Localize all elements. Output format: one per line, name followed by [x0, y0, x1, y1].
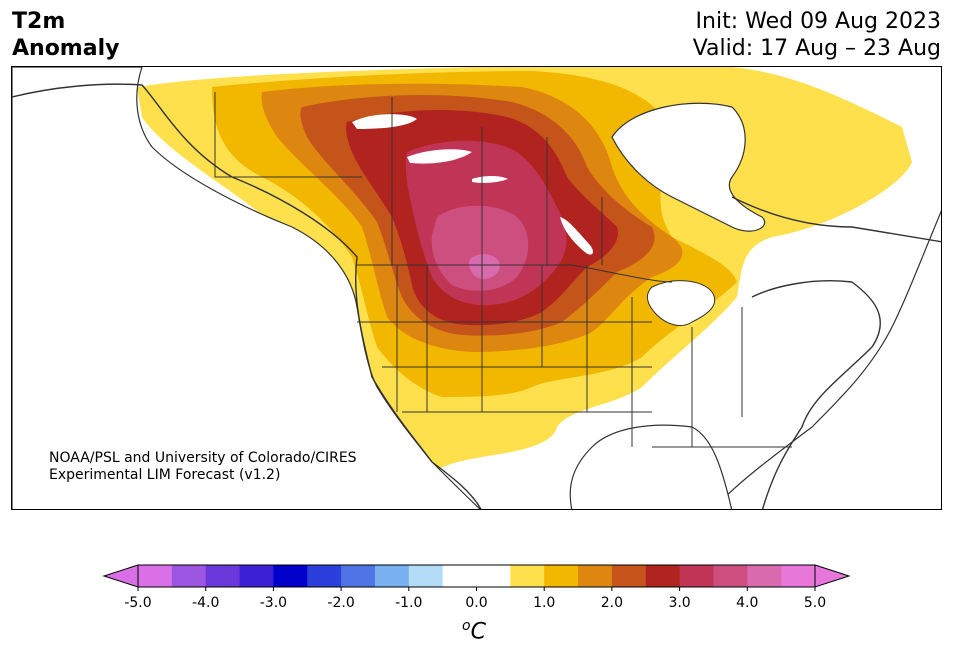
colorbar-tick-label: -1.0	[395, 595, 422, 611]
colorbar-tick-label: -4.0	[192, 595, 219, 611]
colorbar-swatch	[138, 565, 173, 587]
colorbar-swatch	[747, 565, 782, 587]
colorbar-swatch	[408, 565, 444, 587]
colorbar-swatch	[307, 565, 342, 587]
colorbar-tick-label: 0.0	[465, 595, 487, 611]
colorbar-tick-label: 3.0	[668, 595, 690, 611]
colorbar-swatch	[578, 565, 613, 587]
colorbar-tick-label: 2.0	[601, 595, 623, 611]
colorbar-tick-label: 4.0	[736, 595, 758, 611]
valid-range: Valid: 17 Aug – 23 Aug	[692, 36, 941, 61]
athabasca-lake	[472, 176, 508, 183]
colorbar-swatch	[544, 565, 579, 587]
great-bear-lake	[352, 114, 417, 129]
unit-letter: C	[470, 619, 486, 645]
init-date: Init: Wed 09 Aug 2023	[695, 9, 941, 34]
anomaly-map	[11, 66, 942, 510]
great-lakes	[646, 280, 715, 326]
colorbar-ticks: -5.0 -4.0 -3.0 -2.0 -1.0 0.0 1.0 2.0 3.0 4.0 5.0	[124, 587, 826, 611]
lake-winnipeg	[560, 217, 593, 255]
colorbar-swatch	[273, 565, 308, 587]
political-boundaries	[214, 92, 792, 448]
colorbar-swatch	[781, 565, 816, 587]
colorbar-swatch	[476, 565, 511, 587]
colorbar-tick-label: 5.0	[804, 595, 826, 611]
credit-line-1: NOAA/PSL and University of Colorado/CIRE…	[49, 450, 357, 466]
colorbar-swatch	[679, 565, 714, 587]
colorbar-swatch	[341, 565, 376, 587]
colorbar-unit: oC	[462, 618, 486, 644]
contour-level-8	[469, 254, 500, 279]
colorbar-tick-label: -5.0	[124, 595, 151, 611]
map-svg	[12, 67, 941, 509]
colorbar-swatch	[442, 565, 477, 587]
colorbar-boxes	[102, 564, 851, 588]
colorbar-swatch	[171, 565, 207, 587]
map-title: T2m Anomaly	[12, 8, 119, 62]
contour-level-7	[431, 205, 529, 291]
title-line-1: T2m	[12, 9, 66, 34]
colorbar-tick-label: -3.0	[260, 595, 287, 611]
colorbar: -5.0 -4.0 -3.0 -2.0 -1.0 0.0 1.0 2.0 3.0 4.0 5.0	[0, 560, 953, 656]
colorbar-swatch	[205, 565, 241, 587]
unit-degree: o	[462, 618, 471, 634]
colorbar-swatch	[713, 565, 748, 587]
colorbar-swatch	[239, 565, 274, 587]
colorbar-swatch	[611, 565, 647, 587]
colorbar-over-arrow	[814, 564, 851, 588]
colorbar-swatch	[374, 565, 410, 587]
colorbar-tick-label: -2.0	[327, 595, 354, 611]
colorbar-tick-label: 1.0	[533, 595, 555, 611]
coastline	[12, 83, 482, 509]
hudson-bay	[611, 102, 766, 232]
date-info: Init: Wed 09 Aug 2023 Valid: 17 Aug – 23…	[693, 8, 941, 62]
east-coastline	[731, 196, 941, 509]
colorbar-svg: -5.0 -4.0 -3.0 -2.0 -1.0 0.0 1.0 2.0 3.0 4.0 5.0	[102, 564, 851, 611]
colorbar-swatch	[645, 565, 681, 587]
credit-text: NOAA/PSL and University of Colorado/CIRE…	[49, 450, 357, 484]
great-slave-lake	[407, 149, 472, 164]
colorbar-under-arrow	[102, 564, 139, 588]
colorbar-swatch	[510, 565, 545, 587]
title-line-2: Anomaly	[12, 36, 120, 61]
credit-line-2: Experimental LIM Forecast (v1.2)	[49, 467, 281, 483]
atlantic-ocean	[712, 210, 941, 509]
gulf-of-mexico	[569, 424, 733, 509]
